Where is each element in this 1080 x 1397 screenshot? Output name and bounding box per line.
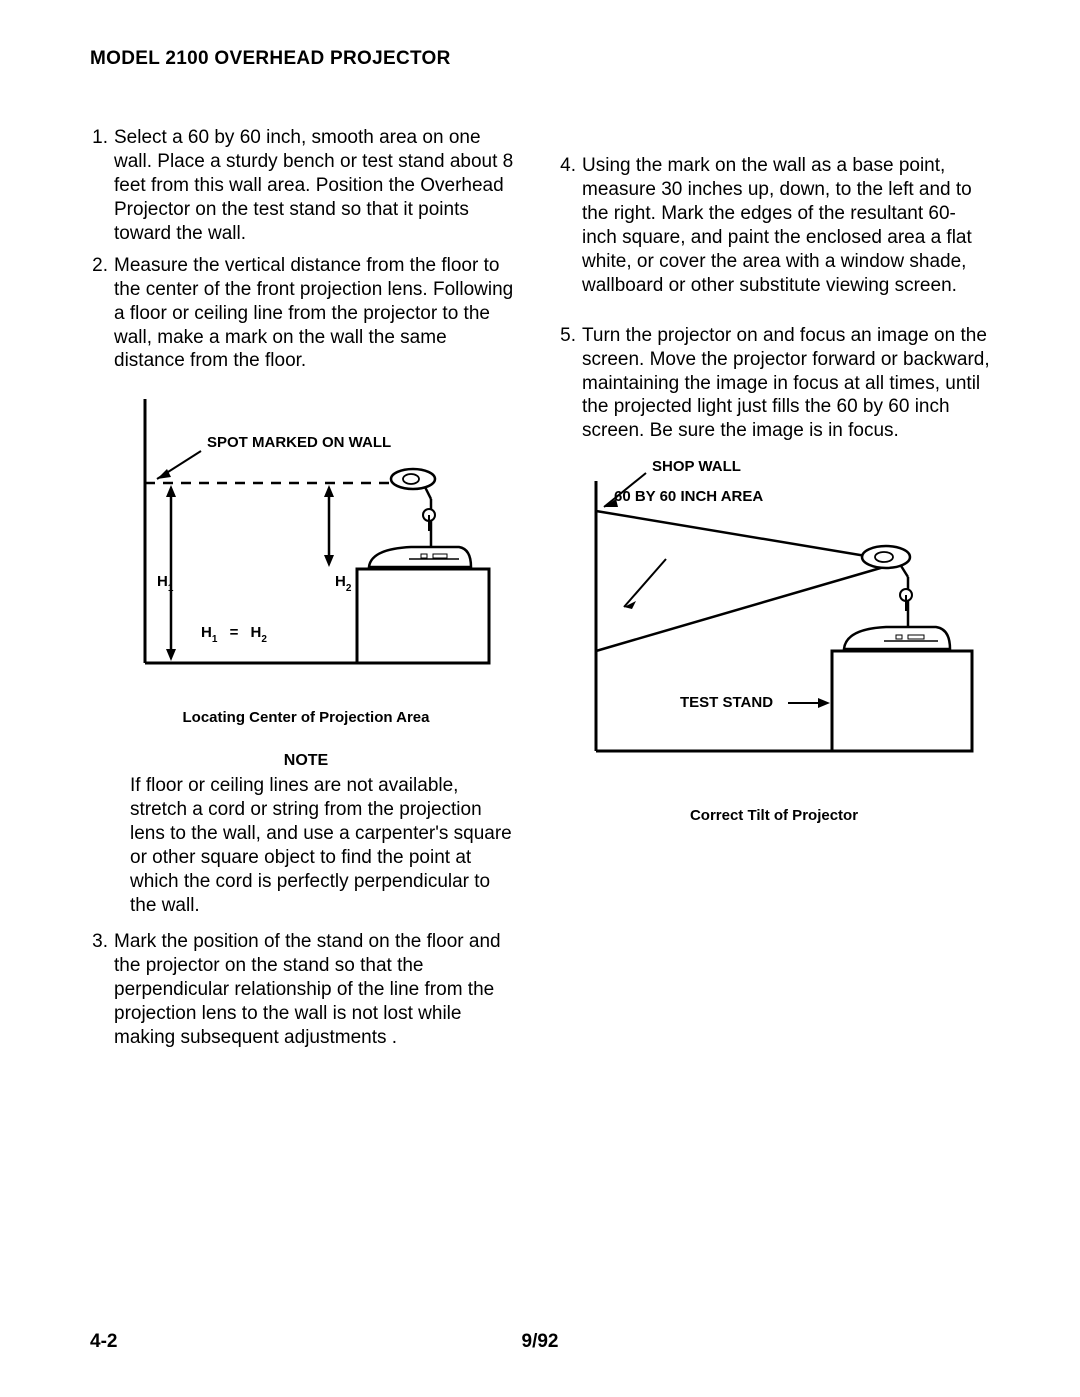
page: MODEL 2100 OVERHEAD PROJECTOR 1. Select …	[0, 0, 1080, 1098]
step-4: 4. Using the mark on the wall as a base …	[558, 154, 990, 298]
step-number: 2.	[90, 254, 114, 374]
note-body: If floor or ceiling lines are not availa…	[130, 774, 512, 918]
figure-2-svg: SHOP WALL 60 BY 60 INCH AREA	[574, 451, 974, 771]
step-1: 1. Select a 60 by 60 inch, smooth area o…	[90, 126, 522, 246]
footer-center: 9/92	[522, 1331, 559, 1353]
footer-left: 4-2	[90, 1331, 117, 1353]
step-number: 4.	[558, 154, 582, 298]
step-number: 5.	[558, 324, 582, 444]
step-number: 1.	[90, 126, 114, 246]
column-right: 4. Using the mark on the wall as a base …	[558, 126, 990, 1058]
fig1-label-spot: SPOT MARKED ON WALL	[207, 434, 391, 451]
fig2-label-shop: SHOP WALL	[652, 458, 741, 475]
columns: 1. Select a 60 by 60 inch, smooth area o…	[90, 126, 990, 1058]
step-text: Using the mark on the wall as a base poi…	[582, 154, 990, 298]
figure-2-caption: Correct Tilt of Projector	[558, 807, 990, 824]
fig2-label-stand: TEST STAND	[680, 694, 773, 711]
footer: 4-2 9/92	[90, 1331, 990, 1353]
fig1-label-h2: H2	[335, 573, 352, 594]
step-text: Mark the position of the stand on the fl…	[114, 930, 522, 1050]
page-title: MODEL 2100 OVERHEAD PROJECTOR	[90, 48, 990, 70]
spacer	[558, 126, 990, 154]
spacer	[558, 306, 990, 324]
figure-1-svg: SPOT MARKED ON WALL H1 H2	[121, 391, 491, 681]
note-heading: NOTE	[90, 752, 522, 770]
step-text: Select a 60 by 60 inch, smooth area on o…	[114, 126, 522, 246]
step-2: 2. Measure the vertical distance from th…	[90, 254, 522, 374]
figure-1: SPOT MARKED ON WALL H1 H2	[90, 391, 522, 726]
step-text: Turn the projector on and focus an image…	[582, 324, 990, 444]
step-3: 3. Mark the position of the stand on the…	[90, 930, 522, 1050]
step-text: Measure the vertical distance from the f…	[114, 254, 522, 374]
step-5: 5. Turn the projector on and focus an im…	[558, 324, 990, 444]
step-number: 3.	[90, 930, 114, 1050]
column-left: 1. Select a 60 by 60 inch, smooth area o…	[90, 126, 522, 1058]
fig1-equation: H1 = H2	[201, 624, 267, 646]
fig2-label-area: 60 BY 60 INCH AREA	[614, 488, 763, 505]
figure-2: SHOP WALL 60 BY 60 INCH AREA	[558, 451, 990, 824]
figure-1-caption: Locating Center of Projection Area	[90, 709, 522, 726]
